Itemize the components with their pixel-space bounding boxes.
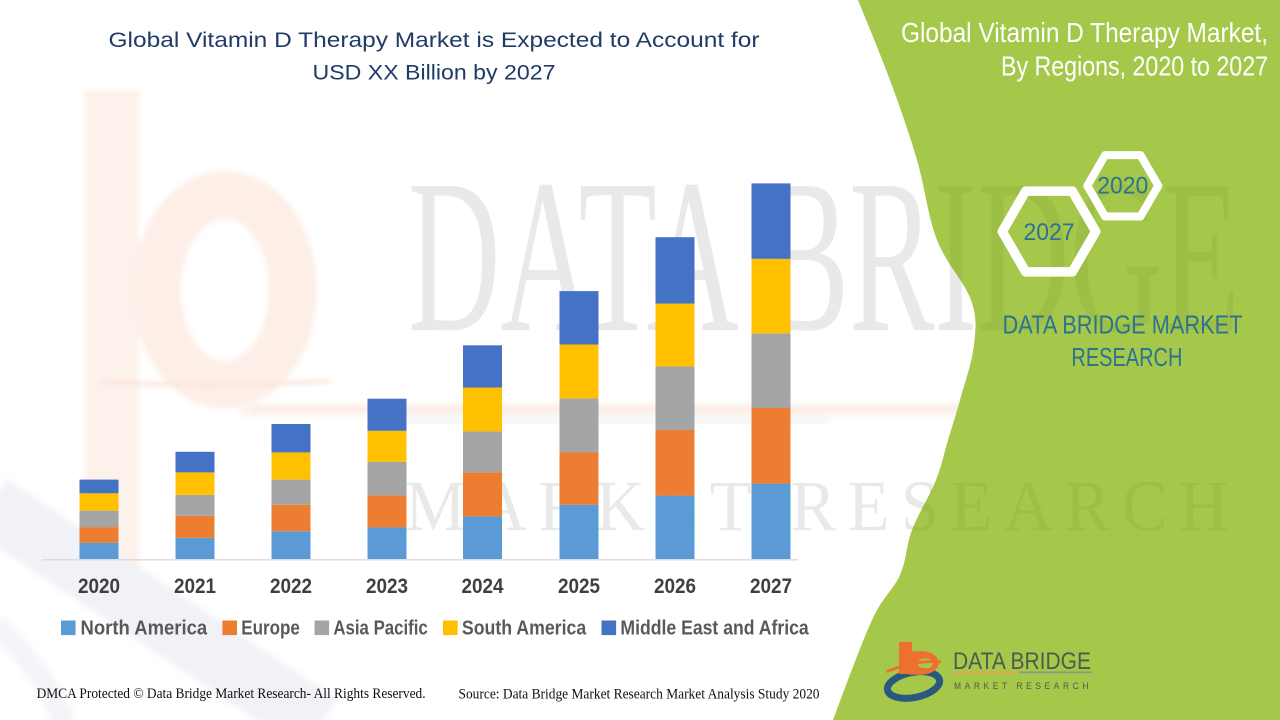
svg-text:2025: 2025 — [558, 574, 600, 598]
svg-text:Global Vitamin D Therapy Marke: Global Vitamin D Therapy Market, — [901, 17, 1268, 48]
svg-text:Source: Data Bridge Market Res: Source: Data Bridge Market Research Mark… — [459, 687, 820, 703]
svg-text:DMCA Protected © Data Bridge M: DMCA Protected © Data Bridge Market Rese… — [37, 686, 426, 702]
svg-text:2021: 2021 — [174, 574, 216, 598]
svg-text:2020: 2020 — [78, 574, 120, 598]
svg-text:Global Vitamin D Therapy Marke: Global Vitamin D Therapy Market is Expec… — [109, 28, 760, 52]
svg-text:Asia Pacific: Asia Pacific — [333, 618, 427, 640]
svg-text:By Regions, 2020 to 2027: By Regions, 2020 to 2027 — [1001, 50, 1268, 81]
svg-text:DATA BRIDGE: DATA BRIDGE — [953, 648, 1091, 675]
svg-text:2027: 2027 — [750, 574, 792, 598]
svg-text:DATA BRIDGE MARKET: DATA BRIDGE MARKET — [1003, 310, 1243, 340]
svg-text:RESEARCH: RESEARCH — [1071, 342, 1182, 372]
svg-text:USD XX Billion by 2027: USD XX Billion by 2027 — [313, 61, 556, 85]
svg-text:MARKET RESEARCH: MARKET RESEARCH — [954, 681, 1092, 692]
svg-text:North America: North America — [81, 618, 209, 640]
svg-text:South America: South America — [462, 618, 587, 640]
svg-text:2024: 2024 — [462, 574, 504, 598]
svg-text:2026: 2026 — [654, 574, 696, 598]
svg-text:2023: 2023 — [366, 574, 408, 598]
svg-text:2027: 2027 — [1024, 219, 1075, 246]
svg-text:Middle East and Africa: Middle East and Africa — [620, 618, 809, 640]
svg-text:2020: 2020 — [1097, 173, 1148, 200]
svg-text:Europe: Europe — [241, 618, 300, 640]
svg-text:2022: 2022 — [270, 574, 312, 598]
